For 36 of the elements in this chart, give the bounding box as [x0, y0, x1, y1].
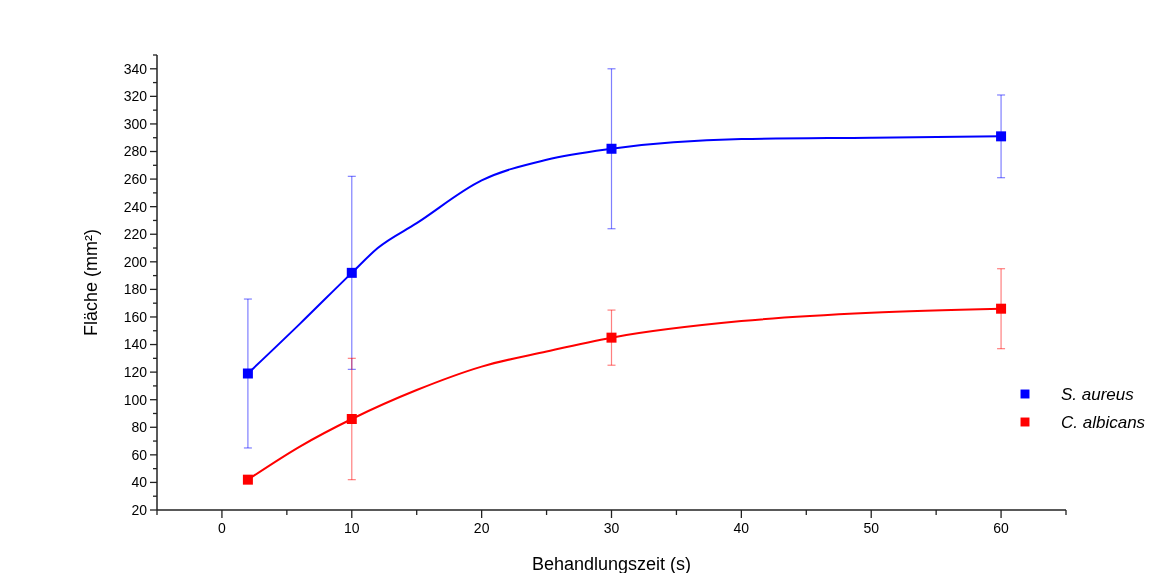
x-tick-label: 50 — [863, 520, 880, 536]
y-tick-label: 80 — [131, 419, 148, 436]
y-tick-label: 340 — [123, 60, 148, 77]
x-tick-label: 20 — [473, 520, 490, 536]
x-tick-label: 10 — [344, 520, 360, 536]
y-tick-label: 220 — [123, 226, 148, 243]
y-tick-label: 320 — [123, 88, 148, 105]
x-tick-label: 60 — [993, 520, 1010, 536]
x-axis-title: Behandlungszeit (s) — [531, 554, 692, 573]
point — [606, 332, 617, 343]
y-tick-label: 260 — [123, 170, 148, 187]
y-tick-label: 200 — [123, 253, 148, 270]
y-tick-label: 180 — [123, 281, 148, 298]
y-tick-label: 120 — [123, 364, 148, 381]
point — [346, 267, 357, 278]
y-tick-label: 40 — [131, 474, 148, 491]
point — [606, 143, 617, 154]
legend-label: S. aureus — [1061, 384, 1135, 404]
y-tick-label: 100 — [123, 391, 148, 408]
x-tick-label: 0 — [218, 520, 227, 536]
y-axis-title: Fläche (mm²) — [81, 229, 101, 336]
legend-label: C. albicans — [1061, 412, 1146, 432]
y-tick-label: 20 — [131, 501, 148, 518]
point — [996, 131, 1007, 142]
y-tick-label: 140 — [123, 336, 148, 353]
point — [996, 303, 1007, 314]
y-tick-label: 60 — [131, 446, 148, 463]
point — [346, 414, 357, 424]
x-tick-label: 30 — [603, 520, 620, 536]
point — [242, 368, 253, 379]
point — [242, 474, 253, 485]
y-tick-label: 280 — [123, 143, 148, 160]
x-tick-label: 40 — [733, 520, 750, 536]
y-tick-label: 300 — [123, 115, 148, 132]
y-tick-label: 160 — [123, 308, 148, 325]
y-tick-label: 240 — [123, 198, 148, 215]
